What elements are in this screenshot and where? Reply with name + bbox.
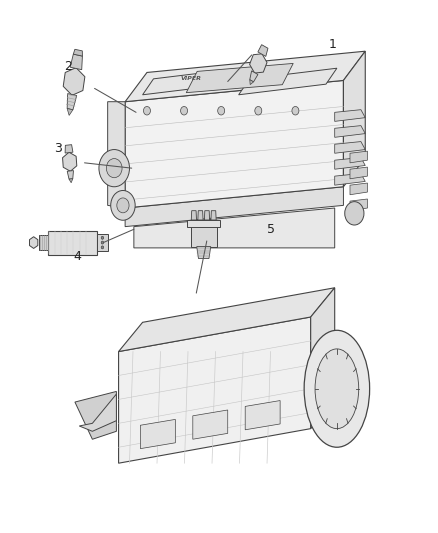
- Polygon shape: [350, 199, 367, 211]
- Circle shape: [101, 236, 104, 239]
- Ellipse shape: [304, 330, 370, 447]
- Circle shape: [292, 107, 299, 115]
- Polygon shape: [258, 45, 268, 56]
- Polygon shape: [70, 54, 82, 70]
- Polygon shape: [250, 80, 254, 85]
- Circle shape: [180, 107, 187, 115]
- Polygon shape: [335, 126, 365, 138]
- Polygon shape: [134, 208, 335, 248]
- Polygon shape: [191, 211, 197, 220]
- Text: 1: 1: [328, 38, 336, 51]
- Circle shape: [106, 159, 122, 177]
- Text: VIPER: VIPER: [180, 77, 201, 82]
- Polygon shape: [119, 317, 311, 463]
- Text: 3: 3: [54, 142, 62, 155]
- Polygon shape: [29, 237, 38, 248]
- Polygon shape: [48, 231, 97, 255]
- Polygon shape: [143, 68, 241, 95]
- Polygon shape: [125, 187, 343, 227]
- Polygon shape: [75, 391, 117, 439]
- Polygon shape: [350, 151, 367, 163]
- Polygon shape: [63, 152, 77, 171]
- Polygon shape: [65, 144, 73, 153]
- Text: 5: 5: [267, 223, 276, 236]
- Polygon shape: [311, 288, 335, 429]
- Polygon shape: [350, 167, 367, 179]
- Polygon shape: [211, 211, 216, 220]
- Polygon shape: [186, 63, 293, 93]
- Circle shape: [144, 107, 150, 115]
- Polygon shape: [125, 80, 343, 208]
- Polygon shape: [119, 288, 335, 352]
- Polygon shape: [198, 211, 203, 220]
- Circle shape: [101, 241, 104, 244]
- Polygon shape: [245, 401, 280, 430]
- Circle shape: [345, 201, 364, 225]
- Polygon shape: [193, 410, 228, 439]
- Polygon shape: [97, 234, 108, 251]
- Circle shape: [218, 107, 225, 115]
- Circle shape: [255, 107, 262, 115]
- Polygon shape: [350, 183, 367, 195]
- Polygon shape: [250, 71, 258, 82]
- Polygon shape: [187, 220, 220, 227]
- Polygon shape: [205, 211, 210, 220]
- Polygon shape: [335, 142, 365, 154]
- Polygon shape: [343, 51, 365, 187]
- Ellipse shape: [315, 349, 359, 429]
- Text: 2: 2: [64, 60, 72, 73]
- Polygon shape: [108, 102, 125, 208]
- Polygon shape: [191, 225, 217, 247]
- Polygon shape: [67, 171, 74, 179]
- Circle shape: [99, 150, 130, 187]
- Polygon shape: [67, 109, 73, 116]
- Polygon shape: [250, 54, 267, 73]
- Polygon shape: [63, 68, 85, 95]
- Polygon shape: [125, 51, 365, 102]
- Polygon shape: [239, 68, 337, 95]
- Circle shape: [111, 190, 135, 220]
- Polygon shape: [69, 179, 73, 183]
- Polygon shape: [197, 247, 211, 259]
- Circle shape: [101, 246, 104, 249]
- Text: 4: 4: [73, 251, 81, 263]
- Circle shape: [117, 198, 129, 213]
- Polygon shape: [141, 419, 175, 449]
- Polygon shape: [335, 173, 365, 185]
- Polygon shape: [335, 158, 365, 169]
- Polygon shape: [67, 94, 77, 110]
- Polygon shape: [79, 394, 117, 431]
- Polygon shape: [73, 49, 82, 56]
- Polygon shape: [335, 110, 365, 122]
- Polygon shape: [39, 235, 48, 250]
